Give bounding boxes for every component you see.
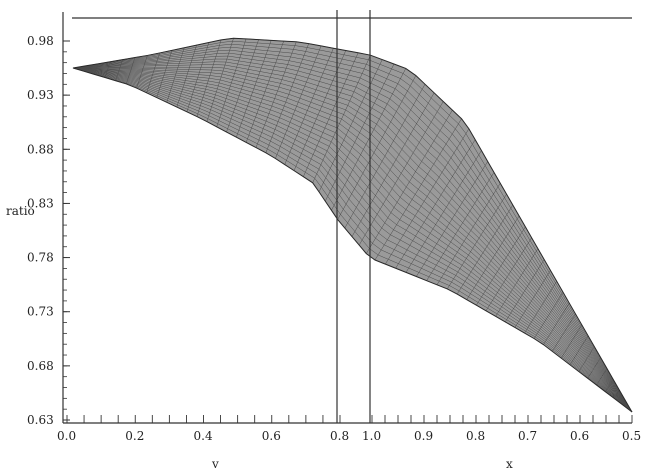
mesh-line	[426, 172, 495, 281]
z-tick-label: 0.73	[27, 305, 54, 319]
y-tick-label: 0.8	[330, 429, 349, 443]
mesh-line	[337, 75, 417, 220]
z-tick-label: 0.83	[27, 196, 54, 210]
mesh-line	[104, 61, 111, 78]
surface-fill	[73, 38, 632, 412]
mesh-line	[351, 92, 435, 237]
x-tick-label: 0.6	[570, 429, 589, 443]
mesh-line	[226, 39, 259, 133]
z-tick-label: 0.63	[27, 413, 54, 427]
mesh-line	[216, 38, 247, 127]
mesh-line	[331, 68, 407, 211]
x-tick-label: 0.5	[622, 429, 641, 443]
plot-frame	[62, 10, 632, 424]
mesh-line	[196, 39, 222, 117]
mesh-line	[366, 109, 453, 254]
mesh-line	[275, 45, 322, 159]
bottom-axis-ticks: 0.0 0.2 0.4 0.6 0.8 1.0 0.9 0.8 0.7 0.6 0.5	[57, 415, 641, 443]
mesh-line	[206, 38, 234, 122]
mesh-line	[156, 50, 173, 98]
z-tick-label: 0.98	[27, 34, 54, 48]
mesh-line	[485, 237, 532, 311]
y-tick-label: 0.4	[194, 429, 213, 443]
mesh-line	[605, 379, 614, 392]
z-tick-label: 0.93	[27, 88, 54, 102]
mesh-line	[236, 40, 272, 138]
z-tick-label: 0.78	[27, 251, 54, 265]
mesh-line	[456, 204, 514, 295]
mesh-line	[318, 59, 383, 192]
x-tick-label: 0.7	[518, 429, 537, 443]
mesh-line	[569, 335, 589, 365]
mesh-line	[505, 259, 545, 323]
mesh-line	[436, 183, 501, 285]
x-tick-label: 0.8	[466, 429, 485, 443]
mesh-line	[344, 84, 426, 229]
y-tick-label: 0.2	[125, 429, 144, 443]
mesh-line	[524, 281, 557, 334]
z-tick-label: 0.88	[27, 142, 54, 156]
z-tick-label: 0.68	[27, 359, 54, 373]
z-axis-label: ratio	[6, 204, 35, 218]
mesh-line	[146, 52, 160, 93]
mesh-line	[94, 63, 99, 75]
mesh-line	[374, 118, 462, 261]
mesh-line	[596, 368, 608, 386]
mesh-line	[166, 47, 185, 103]
mesh-line	[245, 40, 284, 143]
mesh-line	[466, 215, 520, 300]
mesh-line	[186, 42, 210, 112]
mesh-line	[115, 59, 123, 81]
mesh-line	[395, 139, 476, 269]
mesh-line	[622, 400, 626, 406]
mesh-line	[416, 161, 488, 277]
x-tick-label: 0.9	[414, 429, 433, 443]
mesh-line	[614, 390, 620, 399]
mesh-line	[533, 292, 564, 339]
mesh-line	[385, 128, 470, 265]
mesh-line	[83, 65, 86, 72]
mesh-line	[312, 55, 371, 183]
mesh-line	[560, 324, 583, 359]
mesh-line	[495, 248, 539, 317]
mesh-line	[255, 41, 297, 148]
y-tick-label: 0.6	[262, 429, 281, 443]
mesh-line	[476, 226, 526, 306]
y-tick-label: 0.0	[57, 429, 76, 443]
mesh-line	[447, 193, 507, 290]
mesh-line	[136, 55, 148, 89]
mesh-line	[552, 313, 576, 352]
mesh-line	[303, 52, 359, 177]
mesh-line	[543, 302, 570, 345]
mesh-line	[265, 43, 309, 153]
mesh-line	[176, 45, 197, 108]
surface-outline	[72, 37, 633, 413]
mesh-line	[405, 150, 482, 273]
mesh-line	[284, 48, 334, 165]
mesh-line	[587, 357, 601, 379]
surface-mesh	[72, 37, 633, 413]
z-axis-ticks: 0.98 0.93 0.88 0.83 0.78 0.73 0.68 0.63	[27, 34, 70, 427]
x-tick-label: 1.0	[362, 429, 381, 443]
mesh-line	[514, 270, 551, 328]
mesh-line	[578, 346, 595, 372]
mesh-line	[358, 101, 444, 246]
y-axis-label: y	[211, 457, 219, 468]
mesh-line	[126, 57, 136, 84]
x-axis-label: x	[506, 457, 513, 468]
